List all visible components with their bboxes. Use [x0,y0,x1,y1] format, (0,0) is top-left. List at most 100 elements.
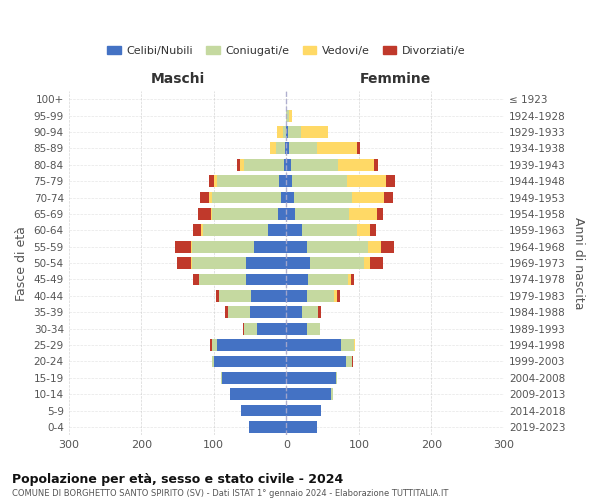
Bar [346,356,352,368]
Bar [243,322,244,334]
Bar [191,257,192,269]
Bar [356,142,359,154]
Bar [193,224,202,236]
Bar [374,159,379,170]
Bar [286,404,321,416]
Bar [292,176,347,187]
Text: Maschi: Maschi [151,72,205,86]
Bar [286,126,288,138]
Bar [200,192,209,203]
Bar [295,208,349,220]
Bar [368,241,382,252]
Bar [178,257,191,269]
Y-axis label: Fasce di età: Fasce di età [15,226,28,300]
Bar [285,142,286,154]
Bar [341,339,354,351]
Bar [212,208,278,220]
Bar [356,224,370,236]
Text: Femmine: Femmine [359,72,431,86]
Bar [377,208,383,220]
Bar [318,306,321,318]
Bar [276,142,285,154]
Bar [247,257,286,269]
Bar [335,372,337,384]
Bar [241,404,286,416]
Bar [286,159,290,170]
Bar [286,306,302,318]
Bar [290,159,338,170]
Bar [278,208,286,220]
Bar [307,322,320,334]
Bar [209,192,212,203]
Bar [286,176,292,187]
Bar [384,192,393,203]
Bar [286,356,346,368]
Bar [317,142,356,154]
Bar [301,126,328,138]
Bar [277,126,283,138]
Bar [286,241,307,252]
Bar [286,388,331,400]
Text: Popolazione per età, sesso e stato civile - 2024: Popolazione per età, sesso e stato civil… [12,472,343,486]
Bar [237,159,240,170]
Bar [228,306,250,318]
Bar [286,372,335,384]
Bar [223,372,286,384]
Bar [286,110,289,122]
Bar [251,290,286,302]
Bar [279,176,286,187]
Bar [216,290,219,302]
Bar [293,192,352,203]
Bar [209,176,214,187]
Bar [211,208,212,220]
Bar [203,224,268,236]
Bar [286,208,295,220]
Bar [226,306,228,318]
Bar [286,257,310,269]
Bar [199,274,247,285]
Bar [219,290,251,302]
Bar [310,257,364,269]
Bar [286,274,308,285]
Bar [347,176,386,187]
Bar [288,126,301,138]
Bar [257,322,286,334]
Bar [352,356,353,368]
Bar [349,208,377,220]
Bar [212,356,214,368]
Bar [198,208,211,220]
Bar [193,274,199,285]
Bar [268,224,286,236]
Bar [286,192,293,203]
Bar [283,126,286,138]
Bar [212,192,281,203]
Legend: Celibi/Nubili, Coniugati/e, Vedovi/e, Divorziati/e: Celibi/Nubili, Coniugati/e, Vedovi/e, Di… [103,42,470,60]
Bar [240,159,244,170]
Bar [247,274,286,285]
Bar [214,176,217,187]
Bar [302,306,318,318]
Bar [302,224,356,236]
Bar [351,274,354,285]
Bar [286,322,307,334]
Bar [191,241,192,252]
Bar [202,224,203,236]
Bar [214,356,286,368]
Bar [212,339,217,351]
Bar [307,241,368,252]
Bar [354,339,355,351]
Bar [244,322,257,334]
Bar [337,290,340,302]
Bar [334,290,337,302]
Bar [244,159,284,170]
Bar [254,241,286,252]
Bar [248,421,286,433]
Bar [308,274,348,285]
Bar [370,224,376,236]
Bar [348,274,351,285]
Bar [286,421,317,433]
Bar [364,257,370,269]
Bar [382,241,394,252]
Bar [289,142,317,154]
Bar [286,142,289,154]
